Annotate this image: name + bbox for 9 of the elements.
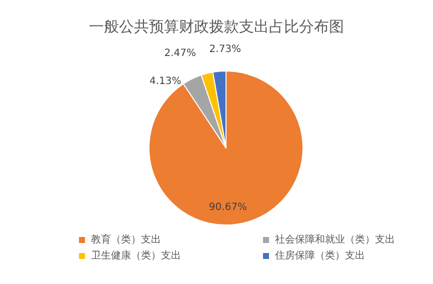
legend-label: 住房保障（类）支出 [275,250,365,262]
chart-title: 一般公共预算财政拨款支出占比分布图 [89,18,344,36]
data-label: 2.73% [209,44,242,55]
legend-label: 卫生健康（类）支出 [91,250,181,262]
legend-label: 社会保障和就业（类）支出 [275,234,395,246]
data-label: 2.47% [164,48,196,59]
legend-label: 教育（类）支出 [91,234,161,246]
data-label: 90.67% [208,202,248,214]
data-label: 4.13% [150,76,182,87]
